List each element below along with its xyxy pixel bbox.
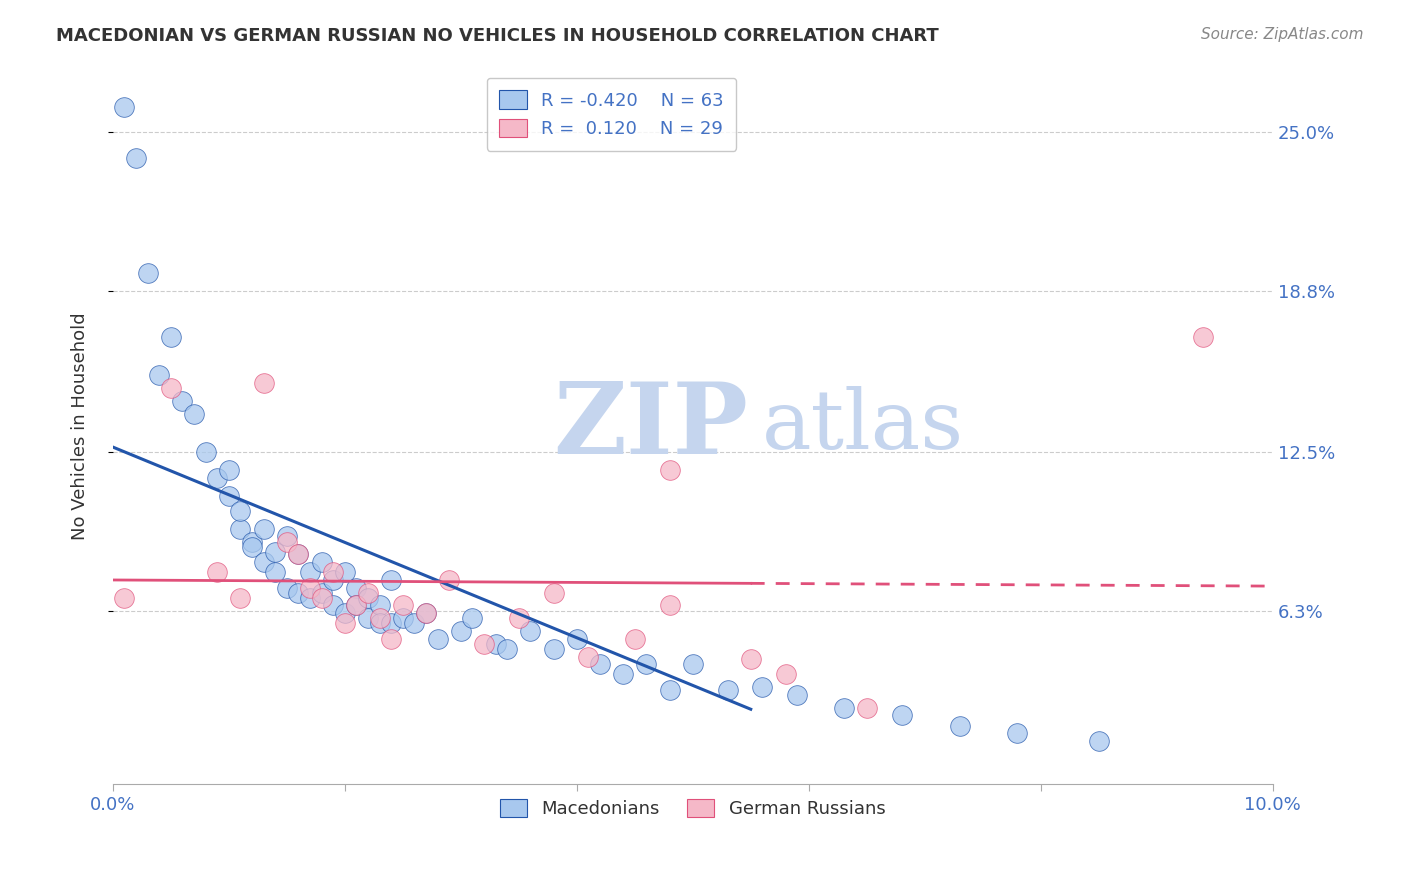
Point <box>404 616 426 631</box>
Point <box>344 599 367 613</box>
Point <box>114 591 136 605</box>
Point <box>484 637 506 651</box>
Point <box>623 632 645 646</box>
Point <box>636 657 658 672</box>
Point <box>148 368 170 383</box>
Point <box>391 611 413 625</box>
Point <box>380 573 402 587</box>
Point <box>426 632 449 646</box>
Point <box>276 534 298 549</box>
Point <box>240 534 263 549</box>
Text: MACEDONIAN VS GERMAN RUSSIAN NO VEHICLES IN HOUSEHOLD CORRELATION CHART: MACEDONIAN VS GERMAN RUSSIAN NO VEHICLES… <box>56 27 939 45</box>
Point <box>252 555 274 569</box>
Point <box>322 599 344 613</box>
Point <box>658 682 681 697</box>
Point <box>832 700 855 714</box>
Point <box>508 611 530 625</box>
Point <box>287 585 309 599</box>
Point <box>333 616 356 631</box>
Point <box>357 611 380 625</box>
Point <box>415 606 437 620</box>
Point <box>218 463 240 477</box>
Point <box>311 555 333 569</box>
Point <box>461 611 484 625</box>
Point <box>207 470 229 484</box>
Point <box>194 445 217 459</box>
Text: ZIP: ZIP <box>554 378 748 475</box>
Point <box>1007 726 1029 740</box>
Point <box>287 547 309 561</box>
Point <box>252 376 274 390</box>
Legend: Macedonians, German Russians: Macedonians, German Russians <box>494 792 893 825</box>
Point <box>1192 330 1215 344</box>
Point <box>890 708 912 723</box>
Point <box>298 581 321 595</box>
Point <box>391 599 413 613</box>
Point <box>276 529 298 543</box>
Point <box>357 585 380 599</box>
Point <box>322 573 344 587</box>
Point <box>298 565 321 579</box>
Text: Source: ZipAtlas.com: Source: ZipAtlas.com <box>1201 27 1364 42</box>
Point <box>229 591 252 605</box>
Point <box>333 606 356 620</box>
Point <box>298 591 321 605</box>
Point <box>496 641 519 656</box>
Point <box>344 581 367 595</box>
Point <box>682 657 704 672</box>
Point <box>368 599 391 613</box>
Point <box>450 624 472 638</box>
Point <box>229 522 252 536</box>
Point <box>948 718 970 732</box>
Y-axis label: No Vehicles in Household: No Vehicles in Household <box>72 313 89 541</box>
Text: atlas: atlas <box>762 386 965 467</box>
Point <box>183 407 205 421</box>
Point <box>357 591 380 605</box>
Point <box>380 632 402 646</box>
Point <box>172 393 194 408</box>
Point <box>612 667 634 681</box>
Point <box>333 565 356 579</box>
Point <box>252 522 274 536</box>
Point <box>565 632 588 646</box>
Point <box>786 688 808 702</box>
Point <box>751 680 773 694</box>
Point <box>437 573 460 587</box>
Point <box>207 565 229 579</box>
Point <box>775 667 797 681</box>
Point <box>380 616 402 631</box>
Point <box>368 611 391 625</box>
Point <box>240 540 263 554</box>
Point <box>125 151 148 165</box>
Point <box>415 606 437 620</box>
Point <box>543 641 565 656</box>
Point <box>740 652 762 666</box>
Point <box>344 599 367 613</box>
Point <box>136 266 159 280</box>
Point <box>114 100 136 114</box>
Point <box>160 330 183 344</box>
Point <box>716 682 738 697</box>
Point <box>218 489 240 503</box>
Point <box>322 565 344 579</box>
Point <box>519 624 541 638</box>
Point <box>229 504 252 518</box>
Point <box>276 581 298 595</box>
Point <box>368 616 391 631</box>
Point <box>264 565 287 579</box>
Point <box>589 657 612 672</box>
Point <box>543 585 565 599</box>
Point <box>287 547 309 561</box>
Point <box>311 585 333 599</box>
Point <box>658 463 681 477</box>
Point <box>264 545 287 559</box>
Point <box>658 599 681 613</box>
Point <box>1087 734 1109 748</box>
Point <box>576 649 599 664</box>
Point <box>472 637 495 651</box>
Point <box>855 700 877 714</box>
Point <box>160 381 183 395</box>
Point <box>311 591 333 605</box>
